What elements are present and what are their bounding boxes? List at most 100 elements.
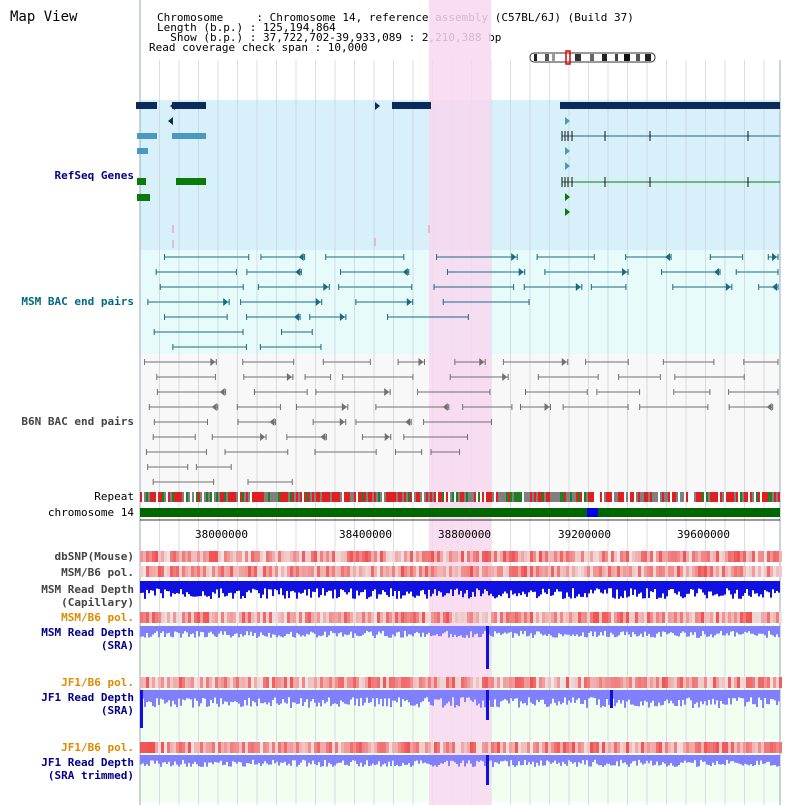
depth-bar bbox=[218, 690, 220, 707]
track-label-msm-bac[interactable]: MSM BAC end pairs bbox=[21, 295, 134, 308]
repeat-segment bbox=[374, 492, 376, 502]
heat-cell bbox=[389, 612, 392, 623]
heat-cell bbox=[719, 742, 722, 753]
heat-cell bbox=[230, 566, 233, 577]
depth-bar bbox=[596, 755, 598, 764]
depth-bar bbox=[424, 581, 426, 595]
depth-bar bbox=[340, 755, 342, 763]
depth-bar bbox=[506, 581, 508, 594]
depth-bar bbox=[758, 755, 760, 765]
heat-cell bbox=[437, 566, 440, 577]
depth-bar bbox=[312, 581, 314, 592]
heat-cell bbox=[455, 742, 458, 753]
track-label-b6n-bac[interactable]: B6N BAC end pairs bbox=[21, 415, 134, 428]
depth-bar bbox=[298, 581, 300, 593]
depth-bar bbox=[394, 755, 396, 766]
depth-bar bbox=[412, 626, 414, 637]
repeat-segment bbox=[476, 492, 478, 502]
depth-bar bbox=[186, 626, 188, 633]
repeat-segment bbox=[466, 492, 468, 502]
heat-cell bbox=[170, 677, 173, 688]
heat-cell bbox=[452, 742, 455, 753]
depth-bar bbox=[226, 626, 228, 635]
repeat-segment bbox=[760, 492, 762, 502]
repeat-segment bbox=[156, 492, 158, 502]
depth-bar bbox=[214, 690, 216, 698]
heat-cell bbox=[338, 566, 341, 577]
repeat-segment bbox=[294, 492, 296, 502]
depth-bar bbox=[236, 690, 238, 703]
heat-cell bbox=[299, 566, 302, 577]
depth-bar bbox=[144, 755, 146, 766]
repeat-segment bbox=[286, 492, 288, 502]
heat-cell bbox=[413, 677, 416, 688]
track-features bbox=[136, 102, 782, 785]
depth-bar bbox=[658, 690, 660, 703]
repeat-segment bbox=[140, 492, 142, 502]
repeat-segment bbox=[452, 492, 454, 502]
depth-bar bbox=[766, 690, 768, 705]
depth-bar bbox=[742, 581, 744, 596]
depth-bar bbox=[484, 626, 486, 631]
heat-cell bbox=[239, 742, 242, 753]
heat-cell bbox=[548, 742, 551, 753]
heat-cell bbox=[755, 612, 758, 623]
depth-bar bbox=[448, 581, 450, 594]
depth-bar bbox=[362, 690, 364, 706]
heat-cell bbox=[527, 742, 530, 753]
depth-bar bbox=[570, 690, 572, 703]
heat-cell bbox=[377, 612, 380, 623]
heat-cell bbox=[170, 742, 173, 753]
heat-cell bbox=[443, 612, 446, 623]
depth-bar bbox=[618, 626, 620, 636]
repeat-segment bbox=[362, 492, 364, 502]
heat-cell bbox=[239, 566, 242, 577]
heat-cell bbox=[404, 612, 407, 623]
depth-bar bbox=[410, 690, 412, 706]
depth-bar bbox=[294, 581, 296, 593]
depth-bar bbox=[146, 626, 148, 634]
depth-bar bbox=[264, 581, 266, 589]
heat-cell bbox=[245, 566, 248, 577]
heat-cell bbox=[683, 612, 686, 623]
repeat-segment bbox=[736, 492, 738, 502]
heat-cell bbox=[233, 742, 236, 753]
depth-bar bbox=[752, 755, 754, 767]
depth-bar bbox=[152, 626, 154, 635]
depth-bar bbox=[328, 626, 330, 636]
heat-cell bbox=[413, 612, 416, 623]
track-label-refseq-genes[interactable]: RefSeq Genes bbox=[54, 169, 134, 182]
depth-bar bbox=[694, 690, 696, 704]
depth-bar bbox=[698, 755, 700, 767]
heat-cell bbox=[287, 742, 290, 753]
depth-bar bbox=[164, 690, 166, 704]
depth-bar bbox=[348, 581, 350, 593]
repeat-segment bbox=[586, 492, 588, 502]
heat-cell bbox=[230, 677, 233, 688]
depth-bar bbox=[742, 690, 744, 699]
heat-cell bbox=[515, 566, 518, 577]
heat-cell bbox=[377, 742, 380, 753]
depth-bar bbox=[696, 626, 698, 638]
heat-cell bbox=[467, 677, 470, 688]
heat-cell bbox=[323, 551, 326, 562]
depth-bar bbox=[208, 755, 210, 763]
depth-bar bbox=[632, 581, 634, 596]
depth-bar bbox=[174, 690, 176, 705]
repeat-segment bbox=[754, 492, 756, 502]
strand-arrow bbox=[561, 358, 567, 366]
heat-cell bbox=[716, 566, 719, 577]
repeat-segment bbox=[428, 492, 430, 502]
depth-bar bbox=[508, 626, 510, 633]
repeat-segment bbox=[242, 492, 244, 502]
heat-cell bbox=[260, 742, 263, 753]
depth-bar bbox=[276, 581, 278, 591]
depth-bar bbox=[152, 581, 154, 591]
heat-cell bbox=[401, 566, 404, 577]
repeat-segment bbox=[660, 492, 662, 502]
heat-cell bbox=[722, 566, 725, 577]
depth-bar bbox=[586, 581, 588, 598]
depth-bar bbox=[166, 690, 168, 703]
depth-bar bbox=[548, 581, 550, 589]
